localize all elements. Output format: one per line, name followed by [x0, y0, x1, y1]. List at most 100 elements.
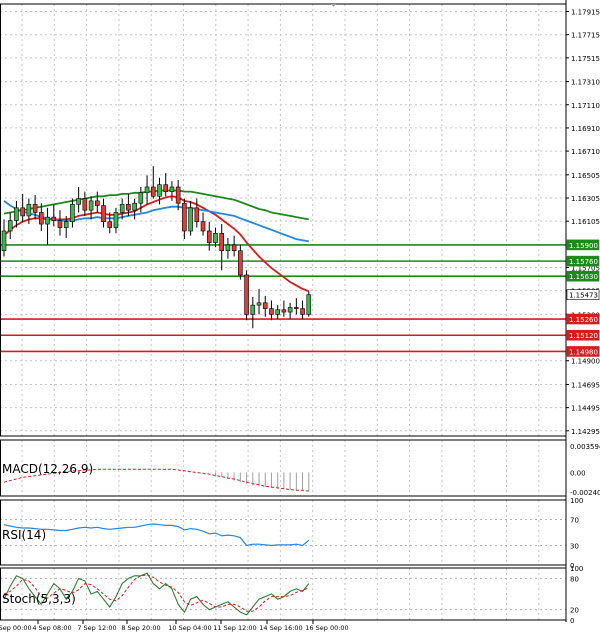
price-tick: 1.16505: [571, 172, 600, 180]
candle: [95, 191, 100, 213]
price-tick: 1.17915: [571, 9, 600, 17]
level-tag: [566, 239, 600, 251]
price-tick: 1.16910: [571, 125, 600, 133]
level-tag-label: 1.15260: [569, 316, 598, 324]
candle: [256, 288, 262, 315]
macd-signal-line: [3, 468, 309, 492]
candle: [219, 224, 224, 271]
indicator-tick: 70: [570, 517, 579, 525]
candle: [70, 198, 75, 228]
indicator-label: Stoch(5,3,3): [2, 592, 76, 606]
candle: [287, 302, 293, 320]
candle: [275, 305, 280, 320]
time-tick: 4 Sep 08:00: [32, 624, 71, 632]
price-tick: 1.17110: [571, 102, 600, 110]
indicator-tick: 30: [570, 543, 579, 551]
candle: [1, 219, 7, 257]
candle: [32, 195, 38, 220]
indicator-tick: 20: [570, 607, 579, 615]
indicator-tick: 0.00: [570, 469, 586, 477]
price-tick: 1.14295: [571, 428, 600, 436]
candle: [294, 298, 299, 315]
candle: [20, 193, 25, 222]
candle: [119, 198, 125, 220]
indicator-tick: 0: [570, 562, 574, 570]
time-tick: 14 Sep 16:00: [259, 624, 302, 632]
price-axis: 0.0035940.00-0.00240510070300100802001.1…: [566, 9, 600, 625]
price-tick: 1.14495: [571, 405, 600, 413]
time-tick: 7 Sep 12:00: [77, 624, 116, 632]
shift-marker-icon: [331, 4, 336, 7]
chart-grid: [0, 4, 566, 620]
time-tick: 8 Sep 20:00: [121, 624, 160, 632]
indicator-tick: 100: [570, 497, 583, 505]
level-tag-label: 1.15630: [569, 273, 598, 281]
time-tick: 3 Sep 00:00: [0, 624, 32, 632]
indicator-tick: 80: [570, 575, 579, 583]
indicator-panels: MACD(12,26,9) RSI(14) Stoch(5,3,3): [0, 462, 566, 616]
candle: [231, 235, 237, 257]
candle: [262, 295, 268, 317]
candle: [150, 166, 156, 199]
indicator-label: RSI(14): [2, 528, 46, 542]
candle: [113, 207, 119, 234]
candle: [238, 244, 243, 280]
level-tag: [566, 270, 600, 282]
indicator-tick: 0: [570, 617, 574, 625]
candle: [269, 300, 274, 321]
candle: [57, 210, 63, 236]
candle: [26, 198, 32, 225]
price-tick: 1.16105: [571, 218, 600, 226]
stoch-d-line: [3, 574, 309, 612]
level-tag: [566, 313, 600, 325]
candle: [188, 200, 193, 236]
candle: [244, 270, 249, 321]
moving-average-line: [3, 189, 309, 221]
candle: [144, 175, 150, 205]
candles: [1, 166, 312, 329]
candle: [213, 227, 218, 248]
level-tag-label: 1.15120: [569, 332, 598, 340]
rsi-line: [3, 523, 310, 547]
indicator-label: MACD(12,26,9): [2, 462, 93, 476]
price-tick: 1.16710: [571, 148, 600, 156]
time-tick: 16 Sep 00:00: [305, 624, 348, 632]
candle: [300, 300, 305, 320]
candle: [163, 173, 169, 197]
candle: [107, 212, 113, 234]
candle: [126, 193, 131, 216]
candle: [138, 186, 144, 213]
candle: [206, 221, 212, 251]
price-tick: 1.14900: [571, 358, 600, 366]
time-axis: 3 Sep 00:004 Sep 08:00 7 Sep 12:00 8 Sep 2…: [0, 620, 349, 632]
indicator-tick: 0.003594: [570, 443, 600, 451]
candle: [101, 198, 106, 228]
panel-frames: [0, 0, 567, 622]
candle: [132, 198, 137, 220]
candle: [7, 212, 13, 240]
price-tick: 1.16305: [571, 195, 600, 203]
time-tick: 11 Sep 12:00: [213, 624, 256, 632]
stoch-k-line: [3, 572, 310, 616]
price-tick: 1.17715: [571, 32, 600, 40]
candle: [76, 186, 81, 213]
candle: [194, 198, 200, 228]
level-tag-label: 1.15900: [569, 242, 598, 250]
level-tag-label: 1.15760: [569, 258, 598, 266]
candle: [182, 198, 187, 240]
indicator-tick: -0.002405: [570, 489, 600, 497]
candle: [200, 212, 206, 236]
level-tag: [566, 346, 600, 357]
level-tag: [566, 255, 600, 267]
candle: [281, 300, 287, 317]
candle: [157, 177, 162, 205]
candle: [63, 215, 69, 238]
candle: [169, 181, 175, 201]
candle: [306, 291, 312, 317]
candle: [51, 204, 57, 227]
candle: [14, 200, 19, 228]
candle: [45, 207, 50, 245]
candle: [39, 203, 44, 232]
indicator-tick: 100: [570, 565, 583, 573]
